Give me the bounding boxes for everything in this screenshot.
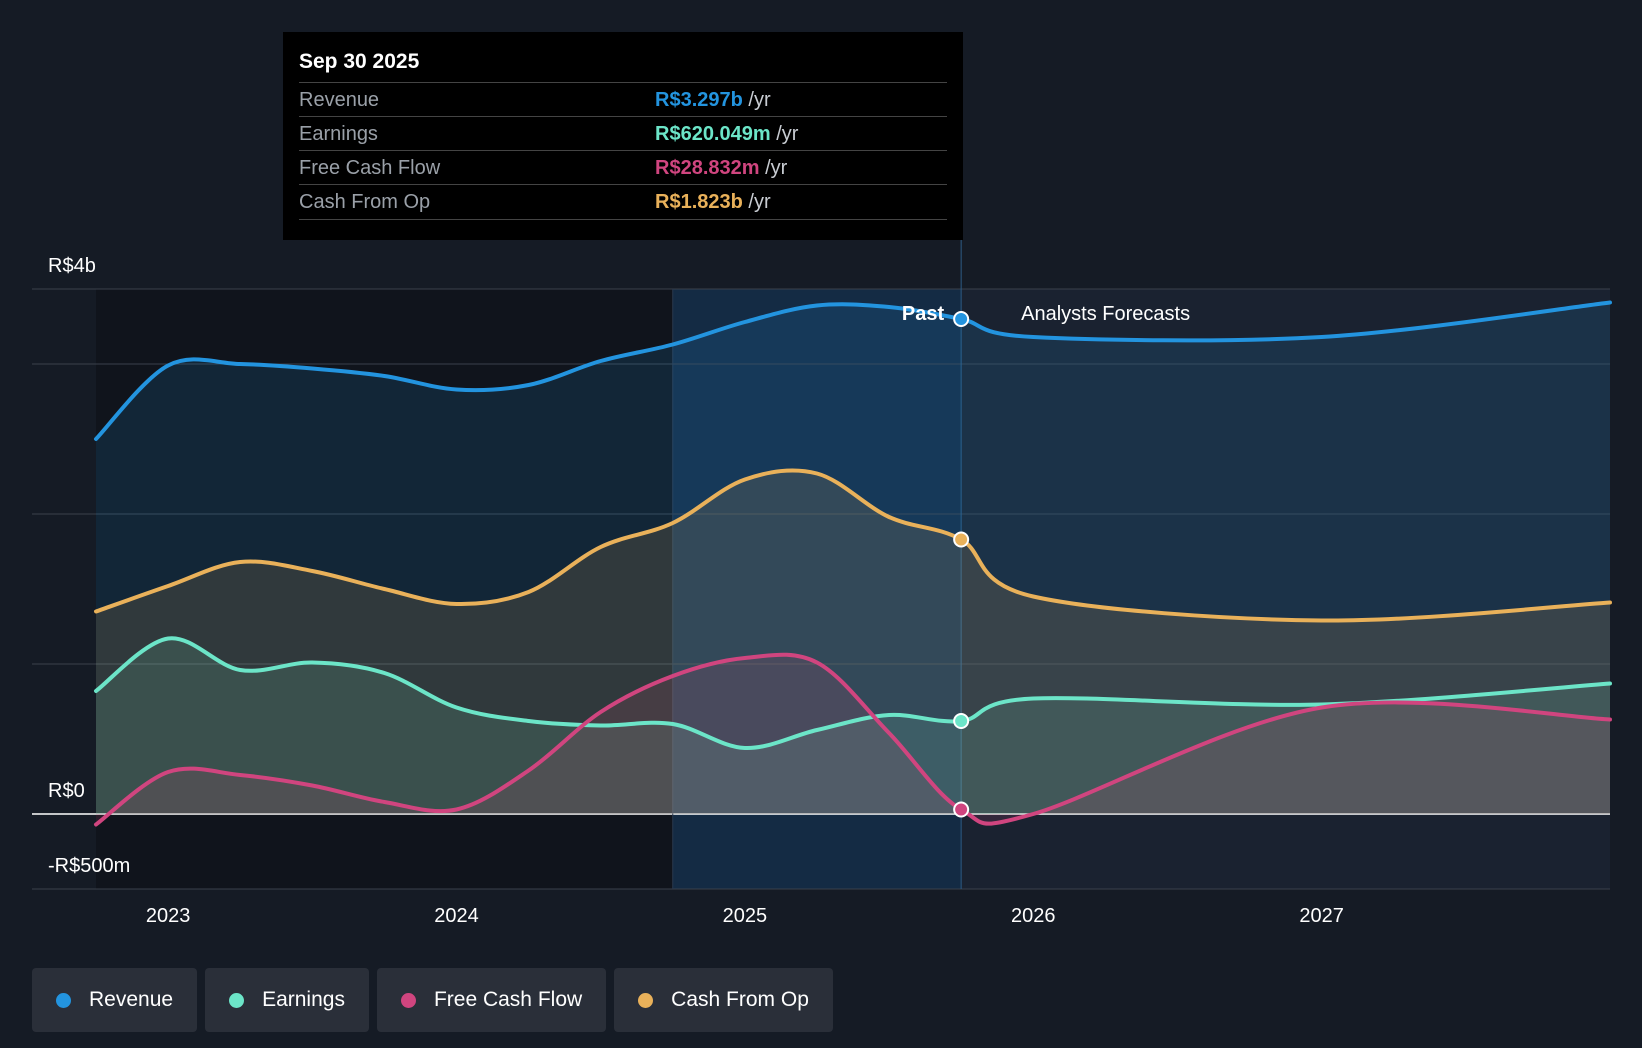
y-tick-label: -R$500m bbox=[48, 855, 130, 877]
cash-from-op-area bbox=[96, 470, 1610, 814]
x-tick-label: 2023 bbox=[146, 905, 191, 927]
tooltip-value: R$3.297b bbox=[655, 89, 743, 111]
legend-label: Free Cash Flow bbox=[433, 988, 583, 1011]
tooltip-label: Earnings bbox=[299, 123, 378, 145]
revenue-point bbox=[953, 311, 970, 327]
legend-label: Revenue bbox=[89, 988, 174, 1011]
free-cash-flow-point bbox=[953, 801, 970, 818]
earnings-area bbox=[96, 638, 1610, 814]
tooltip-value: R$620.049m bbox=[655, 123, 771, 145]
tooltip-row-cfo: Cash From Op R$1.823b /yr bbox=[299, 184, 947, 220]
revenue-dot-icon bbox=[56, 992, 71, 1008]
x-tick-label: 2027 bbox=[1299, 905, 1344, 927]
tooltip-unit: /yr bbox=[742, 89, 771, 111]
legend-revenue[interactable]: Revenue bbox=[32, 968, 198, 1032]
tooltip-value: R$28.832m bbox=[655, 157, 760, 179]
tooltip-unit: /yr bbox=[759, 157, 788, 179]
revenue-area bbox=[96, 302, 1610, 814]
tooltip-row-fcf: Free Cash Flow R$28.832m /yr bbox=[299, 150, 947, 185]
forecast-region bbox=[961, 289, 1610, 889]
tooltip-unit: /yr bbox=[770, 123, 799, 145]
y-tick-label: R$0 bbox=[48, 780, 85, 802]
tooltip: Sep 30 2025 Revenue R$3.297b /yr Earning… bbox=[283, 32, 963, 240]
legend-free-cash-flow[interactable]: Free Cash Flow bbox=[376, 968, 607, 1032]
x-tick-label: 2024 bbox=[434, 905, 479, 927]
tooltip-date: Sep 30 2025 bbox=[299, 50, 420, 73]
cash-from-op-point bbox=[953, 531, 970, 548]
legend-cash-from-op[interactable]: Cash From Op bbox=[614, 968, 833, 1032]
cash-from-op-line bbox=[94, 468, 1612, 623]
legend-earnings[interactable]: Earnings bbox=[205, 968, 369, 1032]
tooltip-row-revenue: Revenue R$3.297b /yr bbox=[299, 82, 947, 117]
x-tick-label: 2025 bbox=[723, 905, 768, 927]
x-tick-label: 2026 bbox=[1011, 905, 1056, 927]
forecast-label: Analysts Forecasts bbox=[1021, 303, 1190, 325]
legend: Revenue Earnings Free Cash Flow Cash Fro… bbox=[32, 968, 833, 1032]
tooltip-row-earnings: Earnings R$620.049m /yr bbox=[299, 116, 947, 151]
tooltip-label: Revenue bbox=[299, 89, 380, 111]
tooltip-unit: /yr bbox=[742, 191, 771, 213]
tooltip-label: Cash From Op bbox=[299, 191, 431, 213]
free-cash-flow-area bbox=[96, 654, 1610, 825]
highlight-region bbox=[672, 289, 962, 889]
past-label: Past bbox=[902, 303, 945, 325]
legend-label: Earnings bbox=[262, 988, 345, 1011]
cfo-dot-icon bbox=[638, 992, 654, 1008]
y-tick-label: R$4b bbox=[48, 255, 96, 277]
earnings-dot-icon bbox=[229, 992, 245, 1008]
free-cash-flow-line bbox=[94, 652, 1612, 827]
earnings-point bbox=[953, 713, 970, 729]
revenue-line bbox=[94, 300, 1612, 441]
earnings-line bbox=[94, 636, 1612, 751]
fcf-dot-icon bbox=[400, 992, 416, 1008]
tooltip-label: Free Cash Flow bbox=[299, 157, 441, 179]
legend-label: Cash From Op bbox=[671, 988, 809, 1011]
tooltip-value: R$1.823b bbox=[655, 191, 743, 213]
